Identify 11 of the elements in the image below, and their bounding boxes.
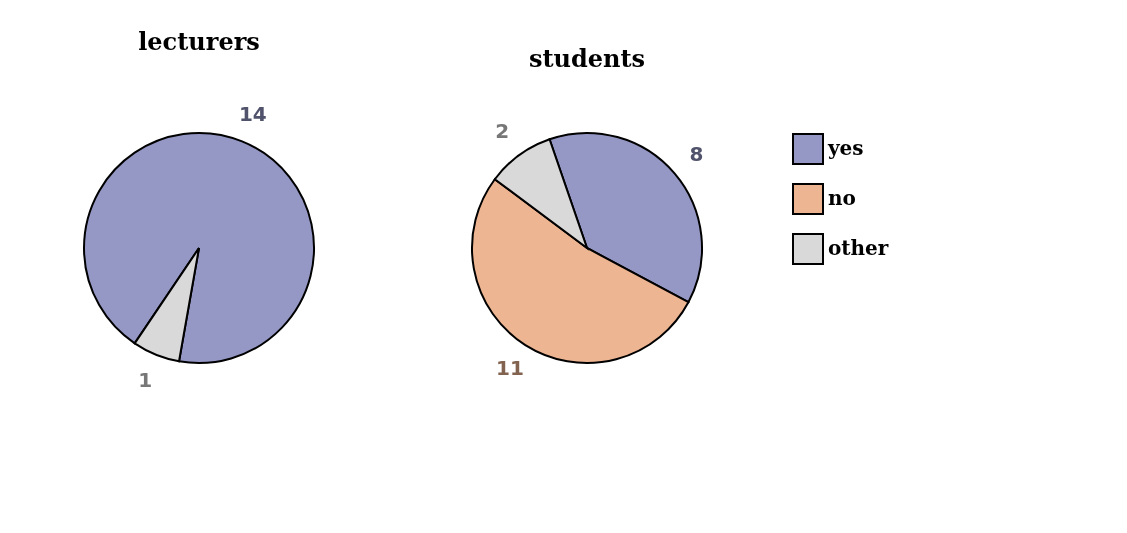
data-label: 14 — [238, 101, 267, 126]
legend-label: no — [828, 186, 856, 210]
data-label: 2 — [495, 118, 510, 143]
data-label: 1 — [138, 368, 153, 393]
data-label: 11 — [495, 356, 524, 381]
data-label: 8 — [689, 141, 704, 166]
pie-slice — [83, 132, 315, 364]
chart-title: students — [528, 43, 646, 73]
chart-title: lecturers — [138, 26, 260, 56]
legend-label: other — [828, 236, 889, 260]
legend-label: yes — [827, 136, 864, 160]
